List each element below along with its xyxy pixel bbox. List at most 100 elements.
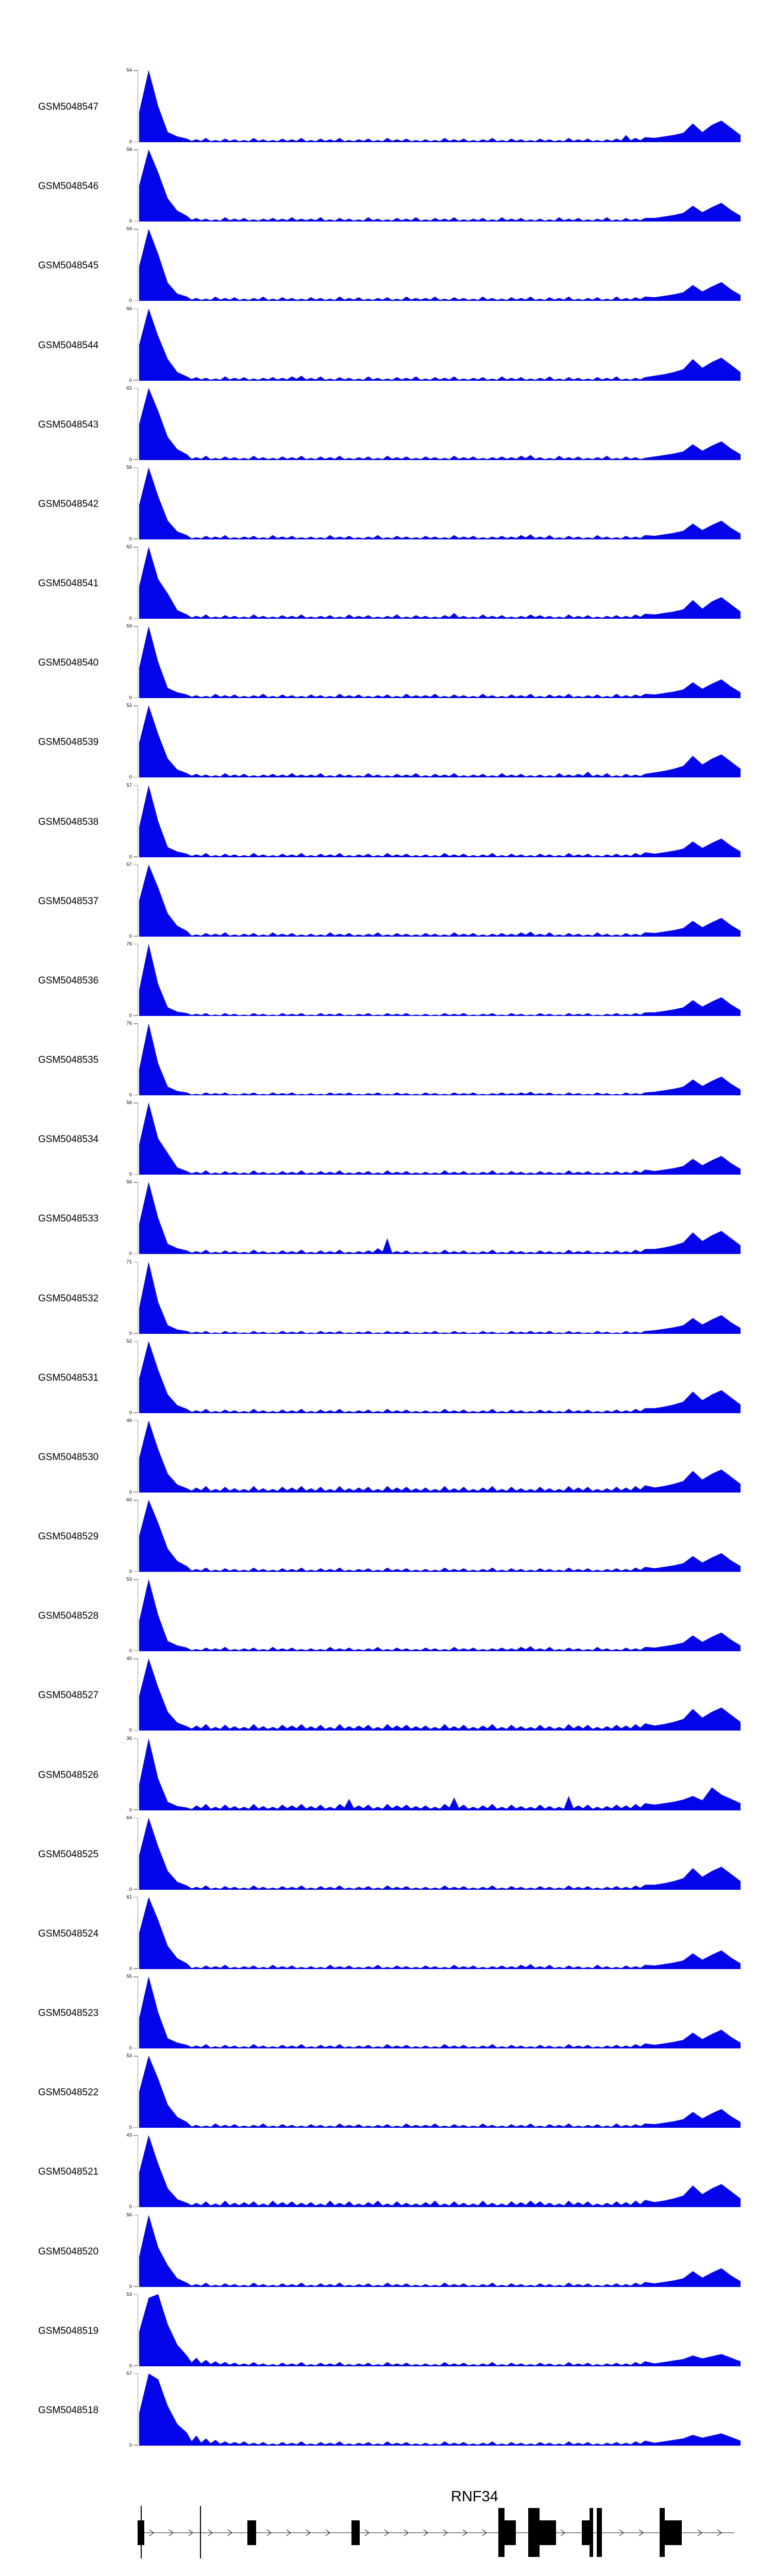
track-sample-label: GSM5048543	[38, 419, 99, 430]
track-yaxis-tick	[133, 141, 138, 142]
track-ymax-label: 57	[126, 2370, 132, 2377]
track-yaxis-line	[137, 149, 138, 222]
strand-arrow-icon	[306, 2529, 311, 2536]
track-yzero-label: 0	[129, 2442, 132, 2448]
track-ymax-label: 62	[126, 385, 132, 391]
track-yzero-label: 0	[129, 1727, 132, 1734]
track-yaxis-tick	[133, 1420, 138, 1421]
track-yaxis-tick	[133, 1261, 138, 1263]
strand-arrow-icon	[638, 2529, 644, 2536]
track-yzero-label: 0	[129, 2204, 132, 2210]
track-signal-area	[139, 2373, 741, 2446]
track-yzero-label: 0	[129, 695, 132, 701]
track-yzero-label: 0	[129, 1330, 132, 1336]
gene-utr-exon	[505, 2520, 516, 2545]
track-yzero-label: 0	[129, 298, 132, 304]
track-signal-area	[139, 1341, 741, 1413]
track-ymax-label: 54	[126, 67, 132, 73]
track-ymax-label: 57	[126, 861, 132, 868]
track-yzero-label: 0	[129, 1807, 132, 1813]
track-yaxis-tick	[133, 229, 138, 230]
track-yzero-label: 0	[129, 218, 132, 225]
track-sample-label: GSM5048538	[38, 816, 99, 827]
track-signal-area	[139, 387, 741, 460]
gene-cds-exon	[498, 2508, 505, 2557]
track-signal-area	[139, 1500, 741, 1572]
track-ymax-label: 60	[126, 1497, 132, 1503]
track-ymax-label: 62	[126, 544, 132, 550]
track-yaxis-tick	[133, 2294, 138, 2295]
track-sample-label: GSM5048527	[38, 1690, 99, 1701]
track-row: GSM5048523 55 0	[0, 1974, 773, 2051]
track-yaxis-tick	[133, 1976, 138, 1977]
track-yzero-label: 0	[129, 1012, 132, 1019]
track-yaxis-line	[137, 785, 138, 857]
track-signal-area	[139, 626, 741, 699]
track-ymax-label: 53	[126, 1577, 132, 1583]
track-yaxis-line	[137, 467, 138, 539]
track-row: GSM5048540 59 0	[0, 623, 773, 701]
track-yaxis-line	[137, 1817, 138, 1890]
track-yaxis-tick	[133, 459, 138, 460]
track-sample-label: GSM5048547	[38, 101, 99, 112]
strand-arrow-icon	[443, 2529, 448, 2536]
track-sample-label: GSM5048528	[38, 1611, 99, 1622]
track-sample-label: GSM5048533	[38, 1213, 99, 1225]
track-ymax-label: 36	[126, 1735, 132, 1741]
track-ymax-label: 40	[126, 1656, 132, 1662]
track-row: GSM5048546 58 0	[0, 147, 773, 225]
track-yaxis-tick	[133, 1730, 138, 1731]
track-row: GSM5048531 52 0	[0, 1338, 773, 1416]
track-yaxis-tick	[133, 1809, 138, 1810]
track-ymax-label: 56	[126, 2212, 132, 2218]
gene-cds-exon	[660, 2508, 665, 2557]
track-row: GSM5048547 54 0	[0, 67, 773, 145]
track-yzero-label: 0	[129, 1489, 132, 1495]
track-sample-label: GSM5048523	[38, 2008, 99, 2019]
gene-utr-exon	[247, 2520, 256, 2545]
track-yaxis-tick	[133, 380, 138, 381]
track-ymax-label: 56	[126, 1179, 132, 1185]
track-signal-area	[139, 864, 741, 937]
track-yaxis-tick	[133, 1896, 138, 1898]
track-yaxis-line	[137, 70, 138, 142]
track-yaxis-tick	[133, 2214, 138, 2216]
track-yaxis-tick	[133, 149, 138, 150]
track-sample-label: GSM5048546	[38, 181, 99, 192]
track-yaxis-line	[137, 2373, 138, 2446]
track-ymax-label: 53	[126, 2053, 132, 2059]
track-sample-label: GSM5048537	[38, 895, 99, 907]
track-yzero-label: 0	[129, 616, 132, 622]
strand-arrow-icon	[149, 2529, 154, 2536]
track-yaxis-tick	[133, 2365, 138, 2366]
track-signal-area	[139, 1738, 741, 1810]
track-yaxis-line	[137, 1182, 138, 1255]
track-row: GSM5048519 53 0	[0, 2292, 773, 2369]
track-yaxis-tick	[133, 785, 138, 786]
track-yaxis-tick	[133, 1412, 138, 1413]
gene-model-drawing	[138, 2506, 734, 2558]
track-yaxis-line	[137, 1341, 138, 1413]
track-yaxis-tick	[133, 618, 138, 619]
gene-narrow-exon-mark	[141, 2506, 142, 2558]
track-row: GSM5048522 53 0	[0, 2053, 773, 2130]
track-ymax-label: 76	[126, 1021, 132, 1027]
track-yaxis-tick	[133, 1253, 138, 1255]
track-sample-label: GSM5048536	[38, 975, 99, 986]
track-yaxis-tick	[133, 1492, 138, 1493]
track-yaxis-tick	[133, 1889, 138, 1890]
track-sample-label: GSM5048535	[38, 1055, 99, 1066]
strand-arrow-icon	[188, 2529, 193, 2536]
track-yaxis-line	[137, 1738, 138, 1810]
track-sample-label: GSM5048541	[38, 578, 99, 589]
track-yaxis-line	[137, 229, 138, 301]
track-yaxis-tick	[133, 221, 138, 222]
track-ymax-label: 59	[126, 623, 132, 630]
track-row: GSM5048521 43 0	[0, 2132, 773, 2210]
track-yaxis-tick	[133, 856, 138, 857]
track-yzero-label: 0	[129, 536, 132, 542]
track-ymax-label: 56	[126, 1100, 132, 1106]
track-yaxis-tick	[133, 1103, 138, 1104]
track-ymax-label: 76	[126, 941, 132, 947]
track-row: GSM5048545 59 0	[0, 226, 773, 304]
